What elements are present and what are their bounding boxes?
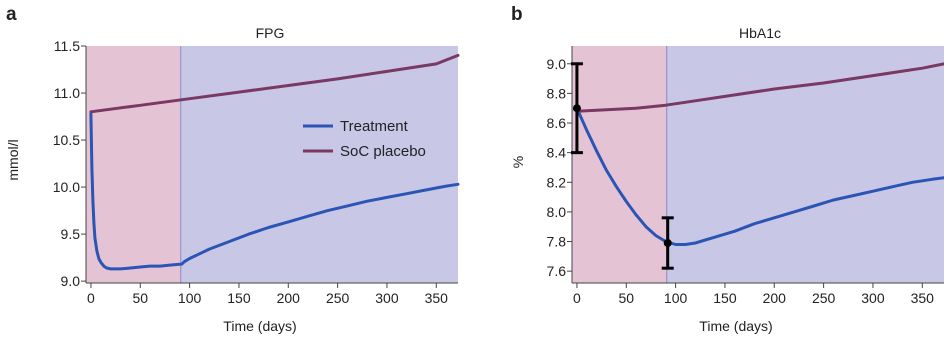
x-tick-label: 250 [326,290,350,306]
y-tick-label: 8.4 [547,145,567,161]
panel-b-plot-area: 0 50 100 150 200 250 300 350 7.6 7.8 8.0 8.2 8.4 8.6 8… [547,46,944,306]
y-tick-label: 7.8 [547,234,567,250]
panel-a-y-axis-label: mmol/l [5,139,21,180]
x-tick-label: 50 [132,290,148,306]
x-tick-label: 0 [573,290,581,306]
x-tick-label: 200 [763,290,787,306]
panel-a-title: FPG [256,25,285,41]
x-tick-label: 150 [713,290,737,306]
panel-letter-a: a [6,4,17,25]
panel-b-region-2 [666,46,944,283]
x-tick-label: 0 [87,290,95,306]
y-tick-label: 8.6 [547,115,567,131]
y-tick-label: 9.0 [547,56,567,72]
legend-treatment-label: Treatment [340,118,409,135]
y-tick-label: 10.5 [53,132,80,148]
y-tick-label: 8.8 [547,85,567,101]
panel-b-x-axis-label: Time (days) [699,318,772,334]
y-tick-label: 9.5 [61,226,81,242]
y-tick-label: 8.0 [547,204,567,220]
error-bar [661,216,674,270]
panel-b-hba1c-chart: 0 50 100 150 200 250 300 350 7.6 7.8 8.0 8.2 8.4 8.6 8… [510,4,944,334]
panel-a-legend: Treatment SoC placebo [303,118,426,160]
y-tick-label: 11.0 [54,85,80,101]
panel-b-title: HbA1c [739,25,781,41]
x-tick-label: 300 [375,290,399,306]
y-tick-label: 8.2 [547,174,567,190]
x-tick-label: 200 [277,290,301,306]
x-tick-label: 100 [664,290,688,306]
error-bar-point [663,239,672,248]
panel-b-treatment-line [575,106,944,246]
panel-letter-b: b [511,4,523,25]
panel-a-x-axis-label: Time (days) [223,318,296,334]
x-tick-label: 250 [812,290,836,306]
x-tick-label: 100 [178,290,202,306]
panel-a-plot-area: 0 50 100 150 200 250 300 350 9.0 9.5 10.0 10.5 11.0 1… [53,38,460,306]
error-bar [570,62,583,155]
x-tick-label: 300 [861,290,885,306]
panel-b-y-axis-label: % [510,156,526,168]
panel-a-treatment-line [89,112,460,271]
panel-b-region-1 [572,46,667,283]
panel-a-region-1 [86,46,181,283]
error-bar-point [572,104,581,113]
y-tick-label: 9.0 [61,273,81,289]
panel-a-fpg-chart: 0 50 100 150 200 250 300 350 9.0 9.5 10.0 10.5 11.0 1… [5,4,460,334]
x-tick-label: 350 [425,290,449,306]
x-tick-label: 150 [227,290,251,306]
x-tick-label: 350 [911,290,935,306]
panel-b-soc-placebo-line [575,62,944,113]
y-tick-label: 7.6 [547,263,567,279]
y-tick-label: 10.0 [53,179,80,195]
y-tick-label: 11.5 [54,38,80,54]
panel-a-soc-placebo-line [89,53,460,114]
legend-soc-placebo-label: SoC placebo [340,143,426,160]
x-tick-label: 50 [618,290,634,306]
